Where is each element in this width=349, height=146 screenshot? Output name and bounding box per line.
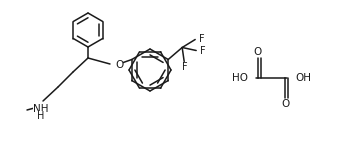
Text: F: F: [199, 34, 205, 45]
Text: OH: OH: [295, 73, 311, 83]
Text: F: F: [182, 61, 188, 72]
Text: O: O: [115, 60, 123, 70]
Text: O: O: [254, 47, 262, 57]
Text: F: F: [200, 46, 206, 55]
Text: HO: HO: [232, 73, 248, 83]
Text: H: H: [37, 111, 45, 121]
Text: O: O: [281, 99, 289, 109]
Text: NH: NH: [33, 104, 49, 114]
